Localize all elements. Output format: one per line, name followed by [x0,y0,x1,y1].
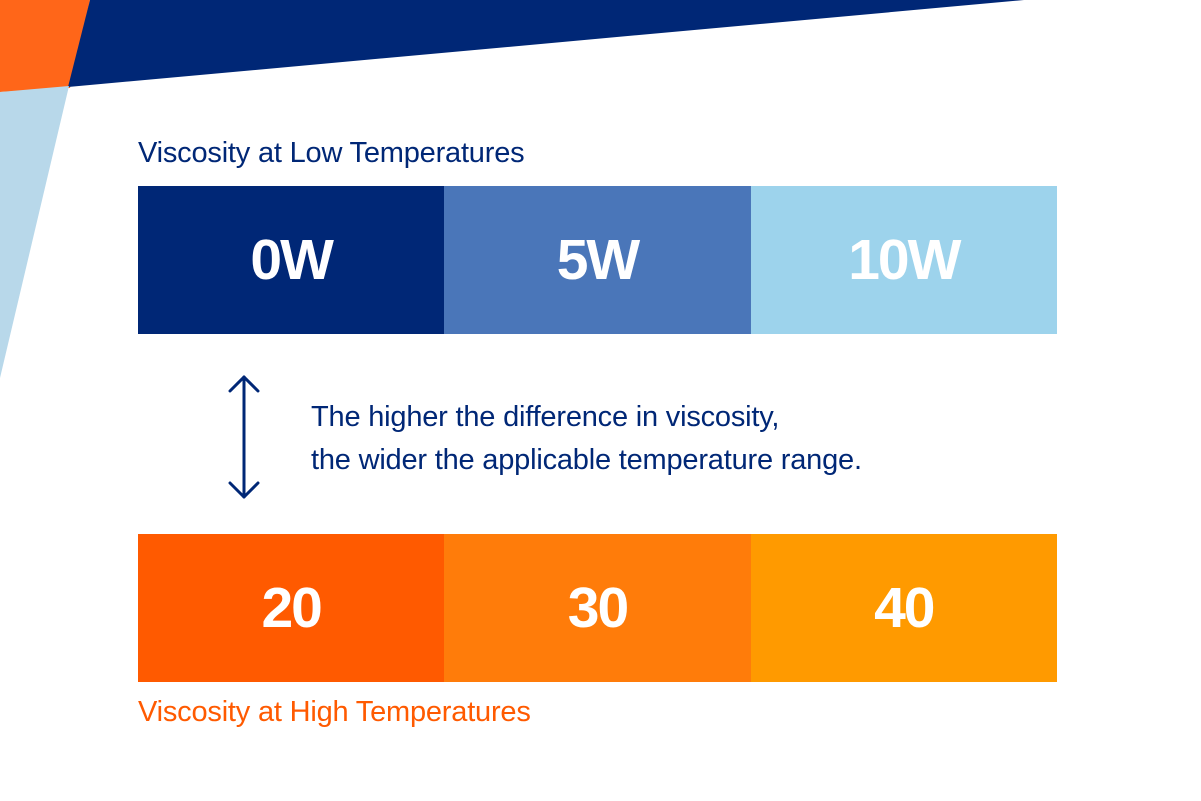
grade-cell-20: 20 [138,534,445,682]
low-temperature-title: Viscosity at Low Temperatures [138,137,525,169]
high-temperature-grade-row: 20 30 40 [138,534,1057,682]
double-headed-arrow-icon [228,375,260,499]
grade-cell-0w: 0W [138,186,445,334]
note-line-1: The higher the difference in viscosity, [311,401,780,433]
orange-corner-shape [0,0,90,92]
grade-cell-40: 40 [750,534,1057,682]
grade-cell-10w: 10W [750,186,1057,334]
high-temperature-title: Viscosity at High Temperatures [138,696,531,728]
grade-cell-30: 30 [444,534,751,682]
navy-banner-shape [68,0,1024,87]
low-temperature-grade-row: 0W 5W 10W [138,186,1057,334]
viscosity-explanation-note: The higher the difference in viscosity, … [311,396,862,482]
grade-cell-5w: 5W [444,186,751,334]
light-blue-wedge-shape [0,86,69,378]
note-line-2: the wider the applicable temperature ran… [311,444,862,476]
